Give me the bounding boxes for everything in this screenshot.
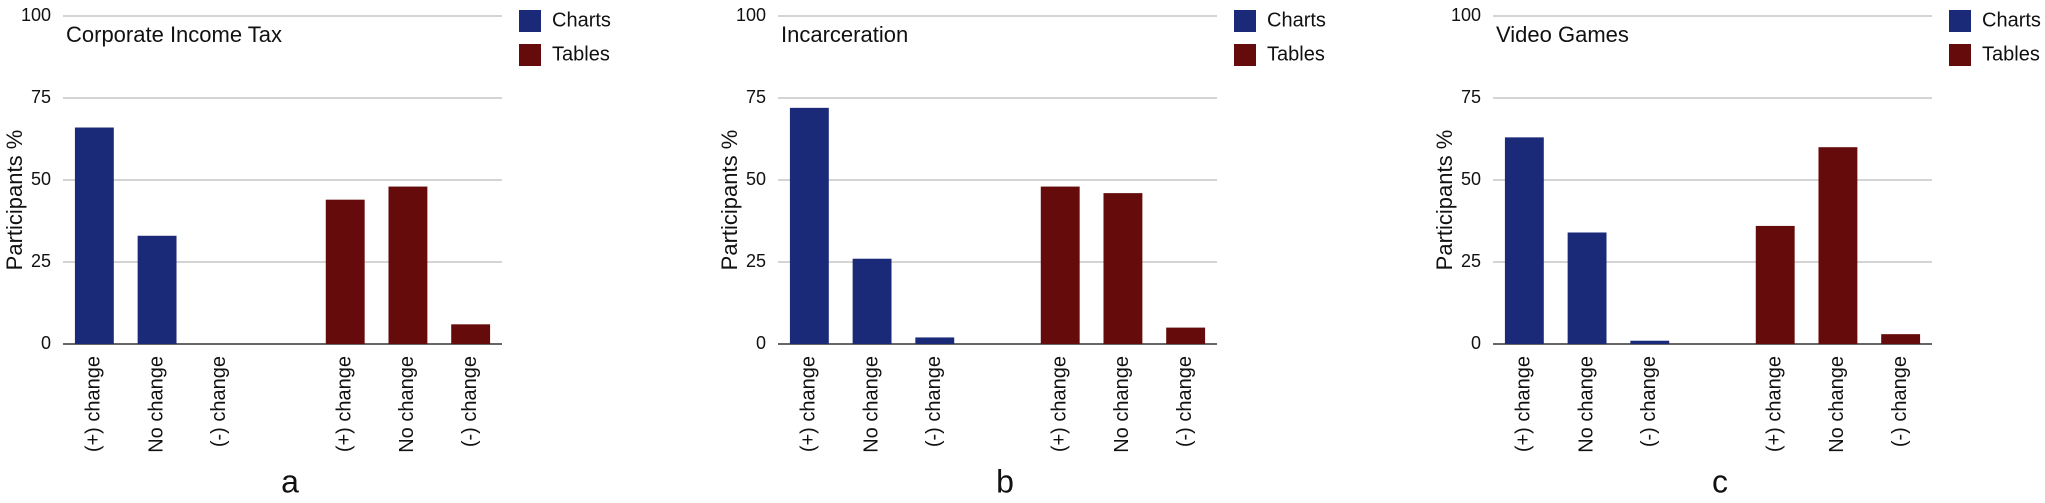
y-tick-label: 75 — [1461, 87, 1481, 107]
bar — [74, 127, 114, 345]
bar — [1166, 327, 1206, 344]
x-tick-label: No change — [1575, 356, 1597, 453]
x-tick-label: No change — [396, 356, 418, 453]
x-tick-label: (-) change — [1174, 356, 1196, 447]
bar — [1504, 137, 1544, 344]
x-tick-label: No change — [1111, 356, 1133, 453]
bar — [1881, 334, 1921, 344]
x-tick-label: (+) change — [1048, 356, 1070, 452]
y-tick-label: 25 — [746, 251, 766, 271]
bar — [789, 107, 829, 344]
bar — [1755, 225, 1795, 344]
chart-title: Incarceration — [781, 22, 908, 47]
legend-swatch — [1949, 44, 1971, 66]
panel-label: b — [996, 463, 1014, 499]
x-tick-label: (+) change — [83, 356, 105, 452]
x-tick-label: No change — [1826, 356, 1848, 453]
bar — [388, 186, 428, 344]
legend-label: Tables — [1267, 43, 1325, 65]
bar — [137, 235, 177, 344]
x-tick-label: (+) change — [333, 356, 355, 452]
legend-label: Tables — [1982, 43, 2040, 65]
bar — [451, 324, 491, 344]
legend-swatch — [519, 44, 541, 66]
y-tick-label: 0 — [1471, 333, 1481, 353]
bar — [1040, 186, 1080, 344]
y-tick-label: 75 — [31, 87, 51, 107]
bar — [1103, 193, 1143, 344]
y-tick-label: 100 — [21, 5, 51, 25]
legend-label: Tables — [552, 43, 610, 65]
y-tick-label: 100 — [736, 5, 766, 25]
y-tick-label: 75 — [746, 87, 766, 107]
bar — [1630, 340, 1670, 344]
legend-swatch — [1234, 10, 1256, 32]
legend-label: Charts — [1267, 9, 1326, 31]
panel-label: a — [281, 463, 299, 499]
legend-swatch — [1234, 44, 1256, 66]
x-tick-label: (-) change — [208, 356, 230, 447]
legend-label: Charts — [552, 9, 611, 31]
bar — [915, 337, 955, 344]
y-axis-label: Participants % — [2, 130, 27, 271]
y-axis-label: Participants % — [717, 130, 742, 271]
y-axis-label: Participants % — [1432, 130, 1457, 271]
legend-swatch — [1949, 10, 1971, 32]
x-tick-label: (+) change — [1763, 356, 1785, 452]
x-tick-label: (+) change — [798, 356, 820, 452]
bar — [1818, 147, 1858, 344]
legend-swatch — [519, 10, 541, 32]
chart-title: Corporate Income Tax — [66, 22, 282, 47]
bar — [1567, 232, 1607, 344]
y-tick-label: 50 — [1461, 169, 1481, 189]
x-tick-label: (-) change — [923, 356, 945, 447]
x-tick-label: (-) change — [1889, 356, 1911, 447]
y-tick-label: 25 — [1461, 251, 1481, 271]
x-tick-label: (+) change — [1513, 356, 1535, 452]
y-tick-label: 50 — [31, 169, 51, 189]
y-tick-label: 25 — [31, 251, 51, 271]
panel-label: c — [1712, 463, 1728, 499]
y-tick-label: 0 — [41, 333, 51, 353]
y-tick-label: 100 — [1451, 5, 1481, 25]
bar — [852, 258, 892, 344]
x-tick-label: No change — [145, 356, 167, 453]
y-tick-label: 0 — [756, 333, 766, 353]
x-tick-label: No change — [860, 356, 882, 453]
x-tick-label: (-) change — [1638, 356, 1660, 447]
chart-title: Video Games — [1496, 22, 1629, 47]
x-tick-label: (-) change — [459, 356, 481, 447]
y-tick-label: 50 — [746, 169, 766, 189]
bar — [325, 199, 365, 344]
legend-label: Charts — [1982, 9, 2041, 31]
